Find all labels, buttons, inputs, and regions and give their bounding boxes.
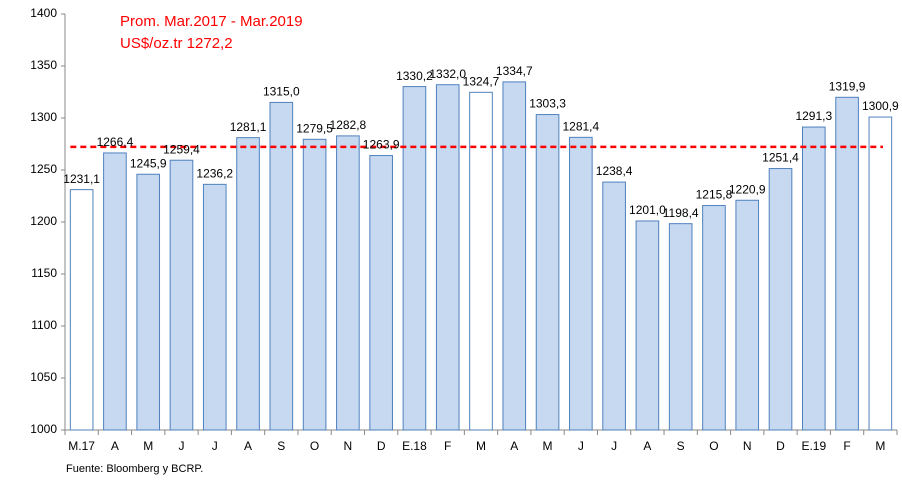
bar [302,138,327,431]
x-tick-label: N [344,439,353,453]
bar [535,114,560,431]
bar [502,81,527,431]
bar [569,136,593,431]
bar [868,116,893,431]
value-label: 1303,3 [529,97,566,111]
x-tick-label: M.17 [68,439,95,453]
bar [136,173,161,431]
value-label: 1215,8 [696,188,733,202]
value-label: 1201,0 [629,203,666,217]
value-label: 1238,4 [596,164,633,178]
x-tick-label: F [843,439,850,453]
x-tick-label: J [178,439,184,453]
source-note: Fuente: Bloomberg y BCRP. [66,463,203,475]
bar [402,86,427,431]
x-tick-label: F [444,439,451,453]
value-label: 1330,2 [396,69,433,83]
value-label: 1279,5 [296,121,333,135]
value-label: 1282,8 [330,118,367,132]
x-tick-label: A [244,439,252,453]
bar [735,199,760,431]
value-label: 1245,9 [130,156,167,170]
value-label: 1281,1 [230,120,267,134]
value-label: 1332,0 [429,67,466,81]
value-label: 1281,4 [562,120,599,134]
y-tick-label: 1300 [30,110,57,124]
x-tick-label: M [476,439,486,453]
value-label: 1251,4 [762,151,799,165]
x-tick-label: A [510,439,518,453]
value-label: 1266,4 [97,135,134,149]
x-tick-label: O [709,439,718,453]
value-label: 1334,7 [496,64,533,78]
y-tick-label: 1150 [31,266,57,280]
annotation-label: US$/oz.tr 1272,2 [120,35,233,52]
x-tick-label: M [143,439,153,453]
bar [635,220,660,431]
y-tick-label: 1350 [30,58,57,72]
x-tick-label: S [677,439,685,453]
x-tick-label: D [377,439,386,453]
y-tick-label: 1200 [30,214,57,228]
value-label: 1324,7 [463,74,500,88]
x-tick-label: A [111,439,119,453]
bar [835,96,859,431]
value-label: 1236,2 [196,167,233,181]
x-tick-label: E.19 [801,439,826,453]
value-label: 1300,9 [862,99,899,113]
x-tick-label: J [611,439,617,453]
value-label: 1231,1 [63,172,100,186]
bar [435,84,460,431]
bar [336,135,360,431]
bar [169,159,194,431]
bar [469,91,493,431]
bar [801,126,826,431]
value-label: 1291,3 [795,109,832,123]
x-tick-label: D [776,439,785,453]
value-label: 1263,9 [363,138,400,152]
value-label: 1198,4 [663,206,699,220]
x-tick-label: J [212,439,218,453]
bar [269,101,294,431]
y-tick-label: 1050 [30,370,57,384]
x-tick-label: S [277,439,285,453]
value-label: 1319,9 [829,79,866,93]
bar [103,152,127,431]
bar [369,155,393,431]
x-tick-label: J [578,439,584,453]
x-tick-label: O [310,439,319,453]
value-label: 1220,9 [729,182,766,196]
y-tick-label: 1000 [30,422,57,436]
bar [602,181,626,431]
bar [69,189,94,431]
y-tick-label: 1100 [31,318,57,332]
x-tick-label: A [643,439,651,453]
y-tick-label: 1250 [30,162,57,176]
value-label: 1315,0 [263,85,300,99]
x-tick-label: E.18 [402,439,427,453]
x-tick-label: M [875,439,885,453]
y-tick-label: 1400 [30,6,57,20]
bar [702,205,726,431]
annotation-title: Prom. Mar.2017 - Mar.2019 [120,13,303,30]
x-tick-label: N [743,439,752,453]
bar [236,137,260,431]
value-label: 1259,4 [163,142,200,156]
x-tick-label: M [543,439,553,453]
bar [768,168,793,431]
bar [202,183,227,431]
bar [668,223,693,431]
